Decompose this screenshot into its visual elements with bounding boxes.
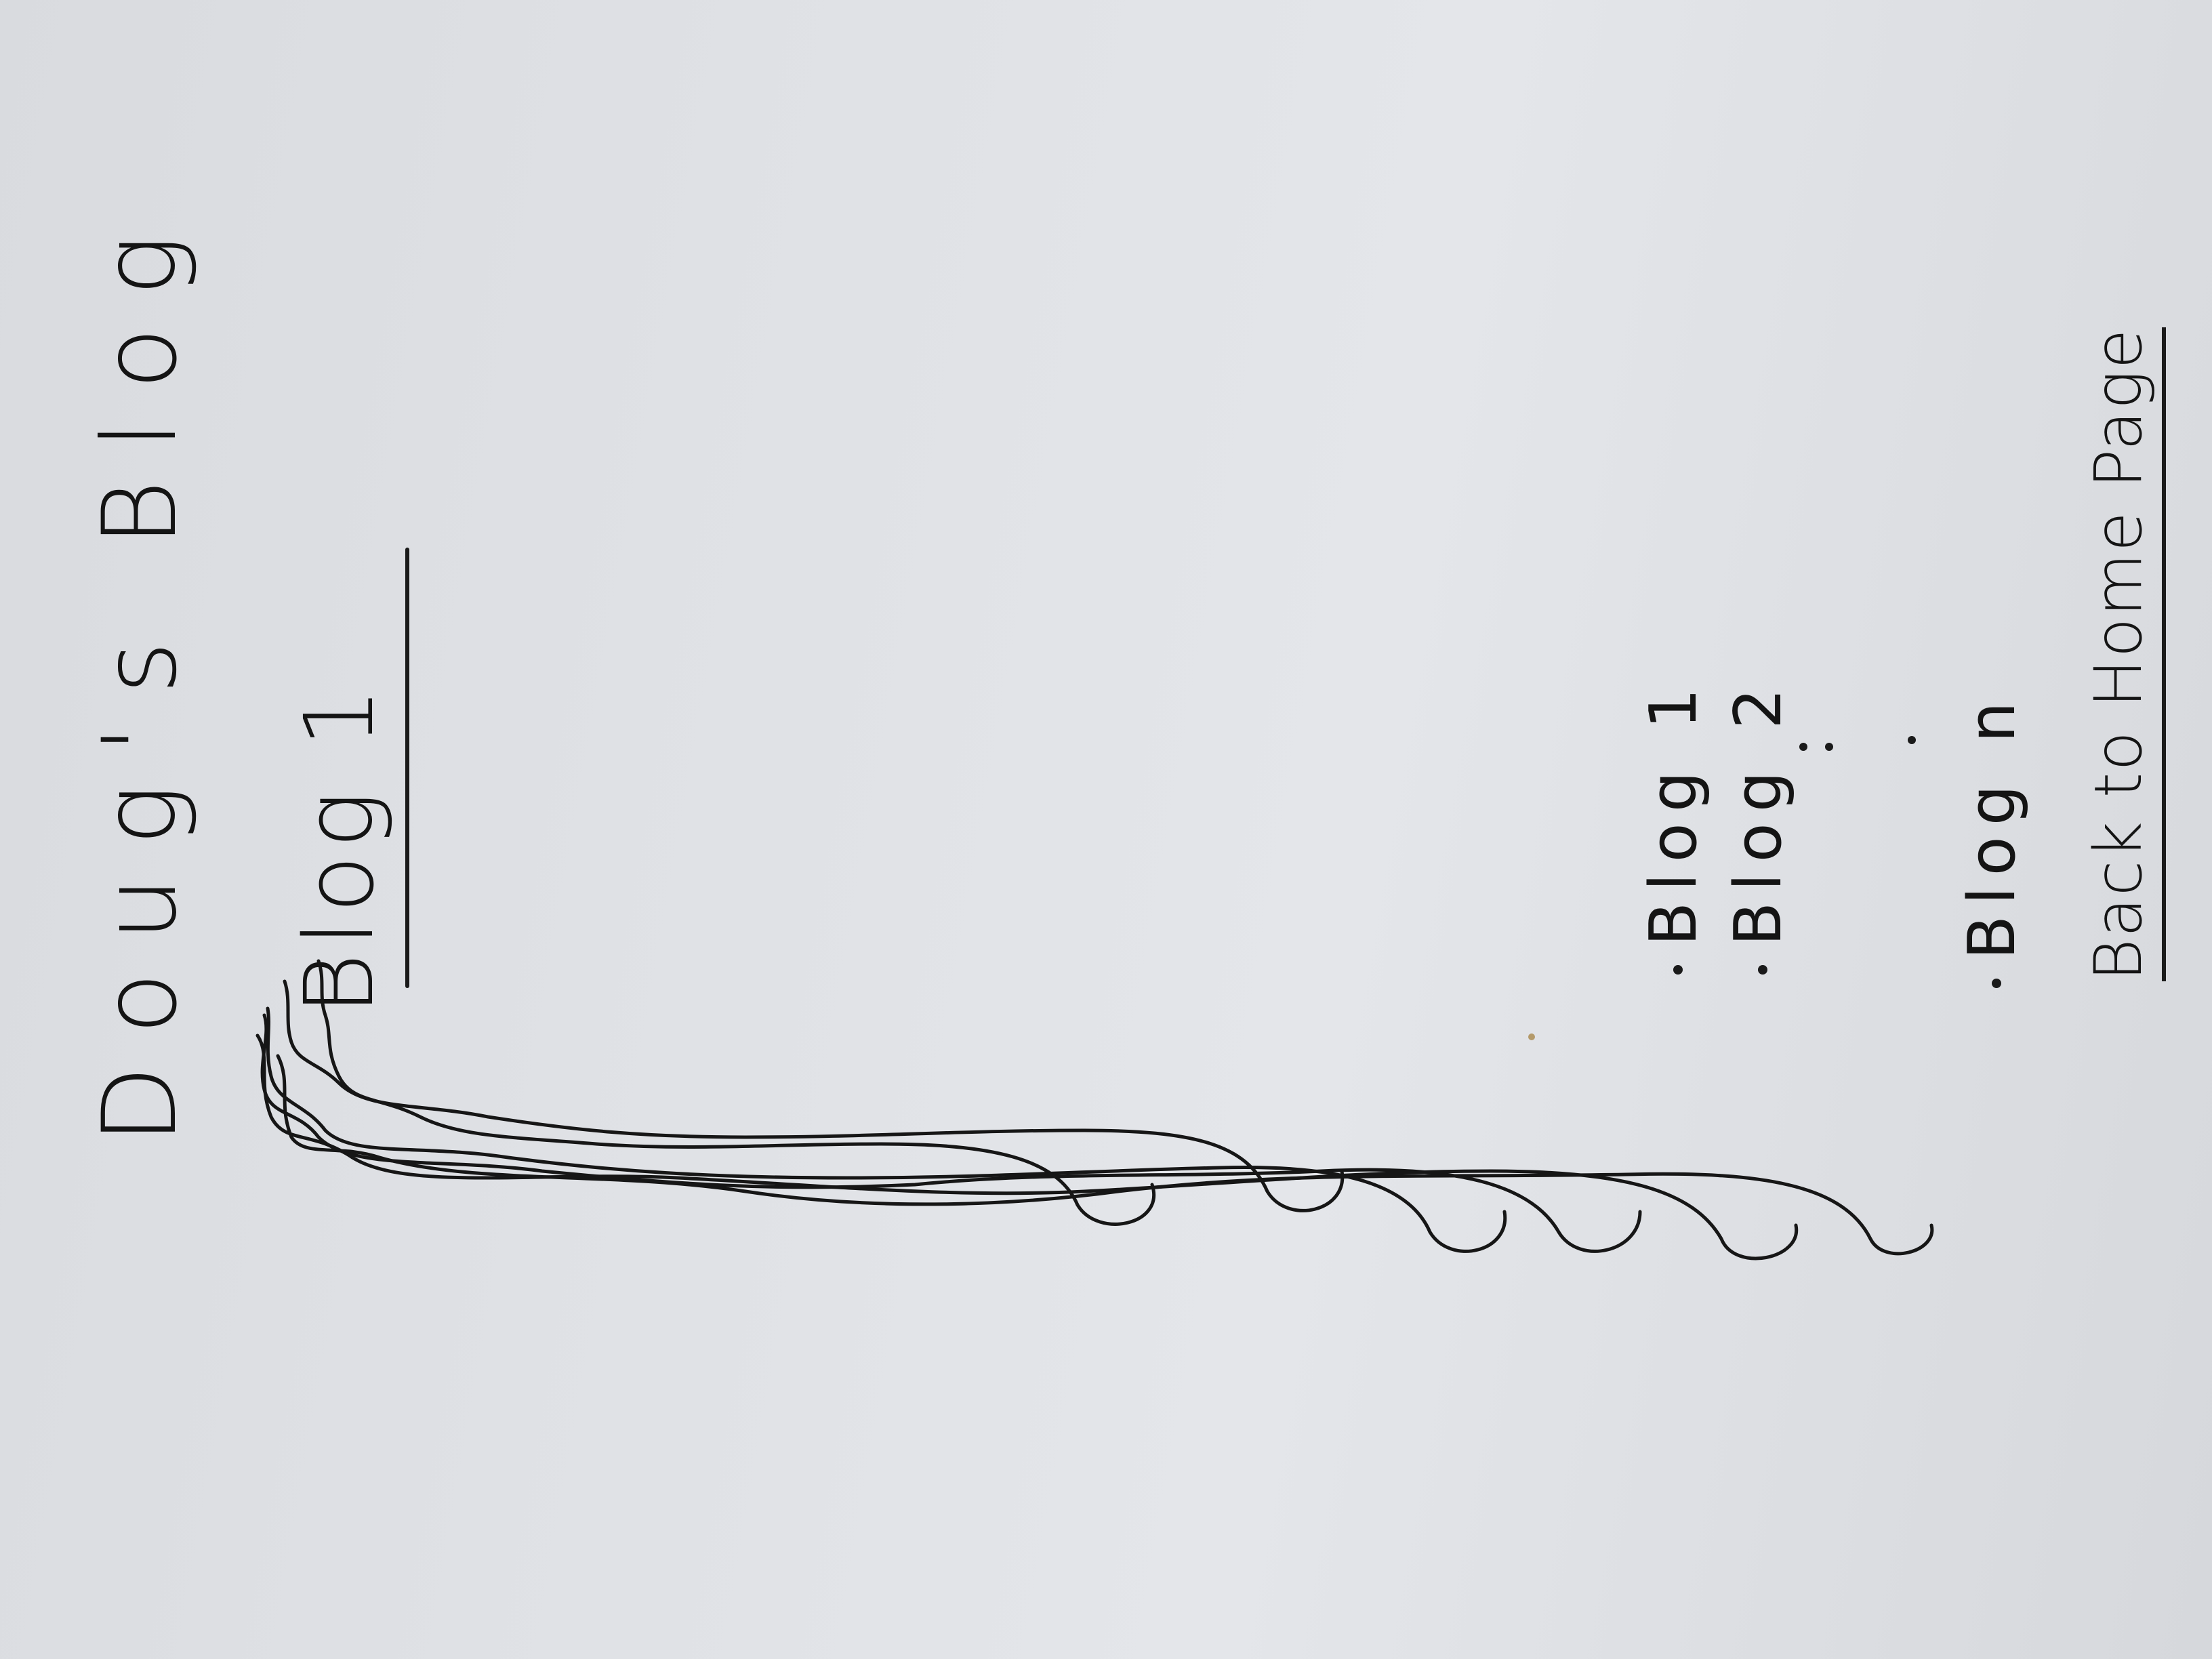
post-list-item[interactable]: Blog 1 <box>1633 677 1715 975</box>
bullet-icon <box>1673 965 1683 975</box>
back-to-home-link[interactable]: Back to Home Page <box>2081 327 2166 981</box>
body-line-3 <box>260 1013 1642 1253</box>
bullet-icon <box>1758 965 1768 975</box>
body-line-5 <box>283 979 1345 1212</box>
body-line-2 <box>255 1033 1799 1261</box>
body-line-4 <box>266 1006 1507 1253</box>
paper-speck <box>1528 1033 1535 1040</box>
body-line-6 <box>316 959 1155 1226</box>
post-list-item-label: Blog 1 <box>1637 677 1711 946</box>
post-list-item-label: Blog 2 <box>1721 677 1796 946</box>
ellipsis-icon <box>1799 741 1851 751</box>
bullet-icon <box>1992 979 2002 988</box>
post-list-item-label: Blog n <box>1955 691 2030 960</box>
post-list-item[interactable]: Blog 2 <box>1718 677 1799 975</box>
post-list-item[interactable]: Blog n <box>1952 691 2033 988</box>
body-line-1 <box>276 1054 1934 1256</box>
ellipsis-icon <box>1908 735 1933 744</box>
